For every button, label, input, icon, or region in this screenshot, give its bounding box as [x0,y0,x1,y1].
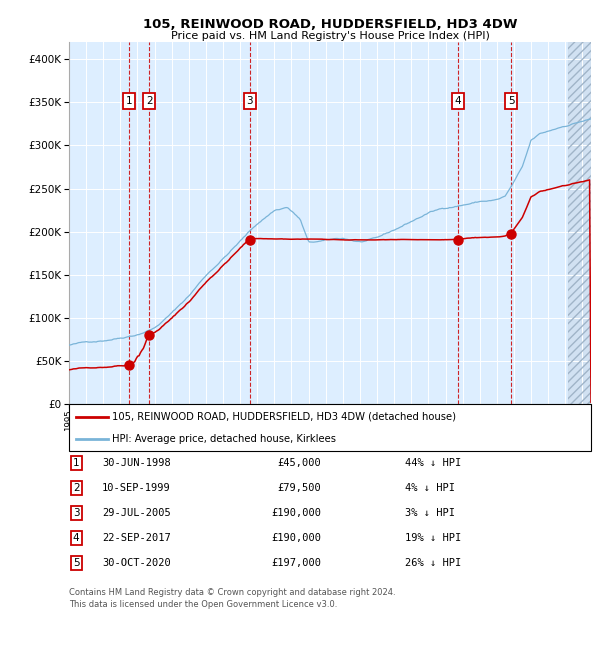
Text: £79,500: £79,500 [277,483,321,493]
Text: 3% ↓ HPI: 3% ↓ HPI [405,508,455,518]
Text: 44% ↓ HPI: 44% ↓ HPI [405,458,461,468]
Text: Price paid vs. HM Land Registry's House Price Index (HPI): Price paid vs. HM Land Registry's House … [170,31,490,41]
Text: £45,000: £45,000 [277,458,321,468]
Text: This data is licensed under the Open Government Licence v3.0.: This data is licensed under the Open Gov… [69,599,337,608]
Text: 1: 1 [125,96,132,106]
Text: 5: 5 [508,96,514,106]
Text: 3: 3 [247,96,253,106]
Text: 19% ↓ HPI: 19% ↓ HPI [405,533,461,543]
Text: 5: 5 [73,558,80,568]
Bar [568,42,591,404]
Text: 4: 4 [73,533,80,543]
Text: 30-JUN-1998: 30-JUN-1998 [102,458,171,468]
Text: 2: 2 [73,483,80,493]
Bar [568,42,591,404]
Text: 4: 4 [455,96,461,106]
Text: 4% ↓ HPI: 4% ↓ HPI [405,483,455,493]
Text: Contains HM Land Registry data © Crown copyright and database right 2024.: Contains HM Land Registry data © Crown c… [69,588,395,597]
Text: £190,000: £190,000 [271,508,321,518]
Text: 10-SEP-1999: 10-SEP-1999 [102,483,171,493]
Text: 105, REINWOOD ROAD, HUDDERSFIELD, HD3 4DW: 105, REINWOOD ROAD, HUDDERSFIELD, HD3 4D… [143,18,517,31]
Text: £197,000: £197,000 [271,558,321,568]
Text: HPI: Average price, detached house, Kirklees: HPI: Average price, detached house, Kirk… [112,434,336,444]
Text: 1: 1 [73,458,80,468]
Text: 105, REINWOOD ROAD, HUDDERSFIELD, HD3 4DW (detached house): 105, REINWOOD ROAD, HUDDERSFIELD, HD3 4D… [112,411,456,422]
Text: 22-SEP-2017: 22-SEP-2017 [102,533,171,543]
Text: £190,000: £190,000 [271,533,321,543]
Text: 30-OCT-2020: 30-OCT-2020 [102,558,171,568]
Text: 29-JUL-2005: 29-JUL-2005 [102,508,171,518]
Text: 3: 3 [73,508,80,518]
Text: 2: 2 [146,96,152,106]
Text: 26% ↓ HPI: 26% ↓ HPI [405,558,461,568]
